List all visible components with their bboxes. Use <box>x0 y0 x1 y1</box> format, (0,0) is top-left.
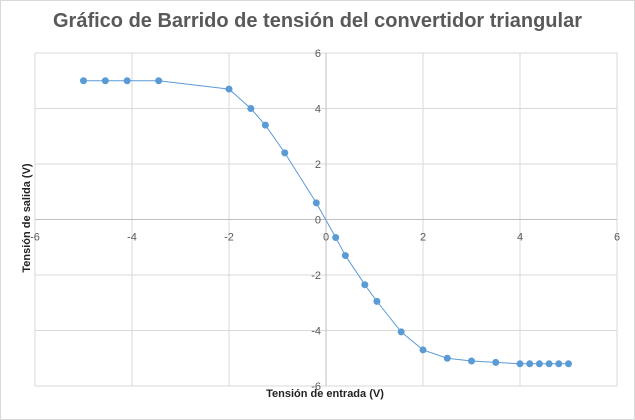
x-tick-label: 4 <box>517 232 523 244</box>
data-point <box>555 360 563 368</box>
data-point <box>419 346 427 354</box>
x-tick-label: -4 <box>127 232 137 244</box>
data-point <box>312 199 320 207</box>
data-point <box>225 85 233 93</box>
x-tick-label: 2 <box>420 232 426 244</box>
y-tick-label: 4 <box>315 104 321 116</box>
x-tick-label: 0 <box>323 232 329 244</box>
x-axis-title: Tensión de entrada (V) <box>266 388 384 400</box>
data-point <box>80 77 87 85</box>
x-tick-label: -6 <box>30 232 40 244</box>
y-tick-label: 2 <box>315 159 321 171</box>
data-point <box>281 149 289 157</box>
data-point <box>397 328 405 336</box>
data-point <box>361 281 369 289</box>
data-point <box>492 358 500 366</box>
data-point <box>526 360 534 368</box>
data-point <box>332 234 340 242</box>
data-point <box>155 77 163 85</box>
data-point <box>535 360 543 368</box>
data-point <box>565 360 572 368</box>
y-tick-label: -6 <box>311 381 321 393</box>
y-axis-title: Tensión de salida (V) <box>21 163 33 273</box>
data-point <box>468 357 475 365</box>
x-tick-label: -2 <box>224 232 234 244</box>
x-tick-label: 6 <box>614 232 620 244</box>
data-point <box>443 354 451 362</box>
chart-title: Gráfico de Barrido de tensión del conver… <box>53 10 582 32</box>
data-point <box>101 77 109 85</box>
y-tick-label: 0 <box>315 215 321 227</box>
data-point <box>341 252 349 260</box>
data-point <box>516 360 524 368</box>
data-point <box>373 297 381 305</box>
data-point <box>261 121 269 129</box>
y-tick-label: -4 <box>311 326 321 338</box>
data-point <box>247 105 255 112</box>
data-point <box>545 360 553 368</box>
y-tick-label: -2 <box>311 270 321 282</box>
y-tick-label: 6 <box>315 48 321 60</box>
data-point <box>123 77 131 85</box>
